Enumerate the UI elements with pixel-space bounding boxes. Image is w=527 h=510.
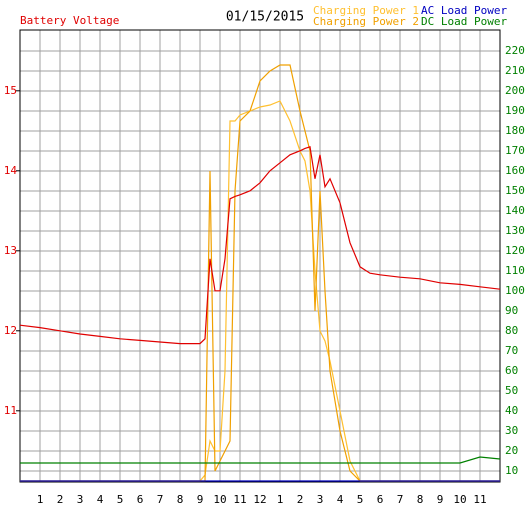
legend-entry: DC Load Power [421, 15, 507, 28]
x-tick-label: 6 [137, 493, 144, 506]
x-tick-label: 11 [473, 493, 486, 506]
y2-tick-label: 200 [505, 84, 525, 97]
y2-tick-label: 140 [505, 204, 525, 217]
y2-tick-label: 130 [505, 224, 525, 237]
y2-tick-label: 110 [505, 264, 525, 277]
y2-tick-label: 90 [505, 304, 518, 317]
x-tick-label: 1 [37, 493, 44, 506]
y2-tick-label: 180 [505, 124, 525, 137]
y-tick-label: 11 [4, 404, 17, 417]
legend-entry: Battery Voltage [20, 14, 119, 27]
y2-tick-label: 50 [505, 384, 518, 397]
y-tick-label: 13 [4, 244, 17, 257]
y2-tick-label: 30 [505, 424, 518, 437]
y2-tick-label: 160 [505, 164, 525, 177]
y2-tick-label: 150 [505, 184, 525, 197]
x-tick-label: 9 [197, 493, 204, 506]
y-tick-label: 14 [4, 164, 18, 177]
x-tick-label: 3 [77, 493, 84, 506]
x-tick-label: 5 [117, 493, 124, 506]
x-tick-label: 10 [453, 493, 466, 506]
y2-tick-label: 20 [505, 444, 518, 457]
y2-tick-label: 100 [505, 284, 525, 297]
x-tick-label: 11 [233, 493, 246, 506]
legend-entry: Charging Power 1 [313, 4, 419, 17]
x-tick-label: 8 [177, 493, 184, 506]
y2-tick-label: 190 [505, 104, 525, 117]
x-tick-label: 2 [57, 493, 64, 506]
chart-title: 01/15/2015 [226, 10, 304, 25]
x-tick-label: 3 [317, 493, 324, 506]
y2-tick-label: 40 [505, 404, 518, 417]
y2-tick-label: 10 [505, 464, 518, 477]
x-tick-label: 4 [97, 493, 104, 506]
y2-tick-label: 70 [505, 344, 518, 357]
legend-entry: AC Load Power [421, 4, 507, 17]
x-tick-label: 4 [337, 493, 344, 506]
y2-tick-label: 80 [505, 324, 518, 337]
y-tick-label: 15 [4, 84, 17, 97]
x-tick-label: 7 [397, 493, 404, 506]
y2-tick-label: 60 [505, 364, 518, 377]
x-tick-label: 9 [437, 493, 444, 506]
x-tick-label: 12 [253, 493, 266, 506]
y2-tick-label: 210 [505, 64, 525, 77]
y-tick-label: 12 [4, 324, 17, 337]
legend-entry: Charging Power 2 [313, 15, 419, 28]
x-tick-label: 6 [377, 493, 384, 506]
x-tick-label: 8 [417, 493, 424, 506]
series-line [20, 456, 501, 464]
y2-tick-label: 120 [505, 244, 525, 257]
y2-tick-label: 220 [505, 44, 525, 57]
x-tick-label: 2 [297, 493, 304, 506]
series-line [19, 146, 501, 345]
y2-tick-label: 170 [505, 144, 525, 157]
x-tick-label: 10 [213, 493, 226, 506]
x-tick-label: 7 [157, 493, 164, 506]
plot-border [19, 29, 501, 483]
x-tick-label: 1 [277, 493, 284, 506]
x-tick-label: 5 [357, 493, 364, 506]
